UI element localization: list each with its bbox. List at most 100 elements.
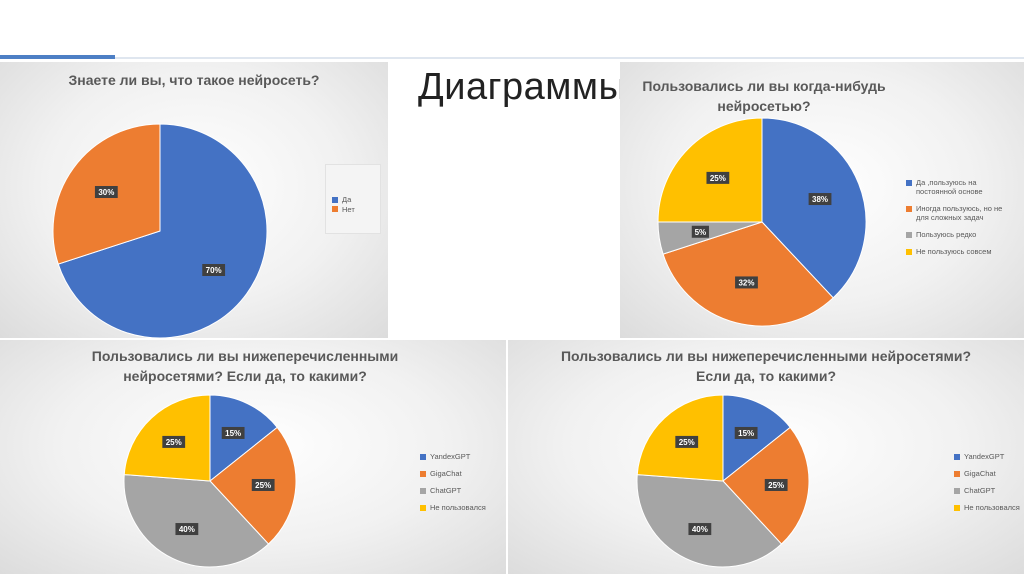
legend-swatch — [332, 206, 338, 212]
legend-item-не-пользовался: Не пользовался — [954, 503, 1020, 512]
data-label-text: 5% — [695, 228, 707, 237]
chart-legend-4: YandexGPT GigaChat ChatGPT Не пользовался — [954, 452, 1020, 520]
data-label-1-2: 30% — [94, 186, 118, 199]
legend-swatch — [954, 487, 960, 494]
data-label-3-2: 25% — [251, 478, 275, 491]
legend-item-gigachat: GigaChat — [420, 469, 502, 478]
data-label-text: 25% — [679, 438, 695, 447]
legend-item-пользуюсь-редко: Пользуюсь редко — [906, 230, 1014, 239]
legend-item-не-пользуюсь-совсем: Не пользуюсь совсем — [906, 247, 1014, 256]
legend-item-да: Да — [332, 195, 351, 204]
legend-label: Нет — [342, 204, 355, 214]
pie-chart-1: 70% 30% — [52, 123, 268, 338]
data-label-2-2: 32% — [735, 276, 758, 289]
data-label-box — [221, 426, 245, 439]
data-label-text: 15% — [225, 429, 241, 438]
data-label-box — [706, 171, 730, 184]
legend-item-да-пользуюсь-на-постоянной-основе: Да ,пользуюсь на постоянной основе — [906, 178, 1014, 196]
header-divider — [0, 57, 1024, 59]
data-label-3-1: 15% — [221, 426, 245, 439]
data-label-box — [764, 478, 788, 491]
legend-label: YandexGPT — [430, 452, 471, 461]
chart-legend-3: YandexGPT GigaChat ChatGPT Не пользовался — [420, 452, 502, 520]
data-label-box — [202, 263, 226, 276]
pie-slice-2-1 — [761, 117, 867, 299]
legend-item-yandexgpt: YandexGPT — [954, 452, 1020, 461]
legend-swatch — [954, 470, 960, 477]
pie-slice-4-3 — [636, 474, 783, 568]
chart-title-1: Знаете ли вы, что такое нейросеть? — [68, 72, 320, 88]
data-label-box — [251, 478, 275, 491]
data-label-4-4: 25% — [675, 435, 699, 448]
data-label-text: 30% — [98, 188, 114, 197]
data-label-box — [808, 193, 832, 206]
legend-label: GigaChat — [430, 469, 462, 478]
pie-slice-2-2 — [662, 221, 834, 327]
data-label-2-1: 38% — [808, 193, 832, 206]
legend-item-chatgpt: ChatGPT — [420, 486, 502, 495]
data-label-4-2: 25% — [764, 478, 788, 491]
data-label-text: 25% — [710, 174, 726, 183]
data-label-3-4: 25% — [162, 435, 186, 448]
legend-label: YandexGPT — [964, 452, 1005, 461]
chart-title-4: Пользовались ли вы нижеперечисленными не… — [560, 348, 971, 384]
legend-label: Иногда пользуюсь, но не для сложных зада… — [916, 204, 1003, 222]
data-label-text: 70% — [206, 266, 222, 275]
data-label-text: 40% — [692, 525, 708, 534]
data-label-box — [691, 225, 709, 238]
legend-label: ChatGPT — [430, 486, 462, 495]
pie-slice-2-4 — [657, 117, 763, 223]
pie-chart-3: 15% 25% 40% 25% — [123, 394, 297, 568]
legend-label: Не пользовался — [964, 503, 1020, 512]
data-label-box — [735, 276, 758, 289]
legend-swatch — [906, 179, 912, 186]
chart-panel-3: Пользовались ли вы нижеперечисленными не… — [0, 340, 506, 574]
chart-title-3: Пользовались ли вы нижеперечисленными не… — [91, 348, 399, 384]
chart-legend-2: Да ,пользуюсь на постоянной основе Иногда… — [906, 178, 1014, 264]
chart-title-2: Пользовались ли вы когда-нибудь нейросет… — [642, 78, 886, 114]
pie-slice-3-3 — [123, 474, 270, 568]
slide-title: Диаграммы — [418, 66, 627, 108]
legend-item-gigachat: GigaChat — [954, 469, 1020, 478]
legend-swatch — [906, 248, 912, 255]
data-label-2-4: 25% — [706, 171, 730, 184]
data-label-3-3: 40% — [175, 523, 199, 536]
data-label-box — [175, 523, 199, 536]
data-label-text: 15% — [738, 429, 754, 438]
data-label-box — [675, 435, 699, 448]
legend-swatch — [420, 487, 426, 494]
legend-label: Не пользуюсь совсем — [916, 247, 992, 256]
data-label-4-1: 15% — [734, 426, 758, 439]
data-label-box — [734, 426, 758, 439]
data-label-text: 40% — [179, 525, 195, 534]
legend-item-не-пользовался: Не пользовался — [420, 503, 502, 512]
data-label-box — [162, 435, 186, 448]
legend-label: ChatGPT — [964, 486, 996, 495]
legend-item-chatgpt: ChatGPT — [954, 486, 1020, 495]
legend-swatch — [954, 504, 960, 511]
legend-swatch — [420, 453, 426, 460]
chart-panel-1: Знаете ли вы, что такое нейросеть? 70% 30… — [0, 62, 388, 338]
data-label-1-1: 70% — [202, 263, 226, 276]
legend-item-иногда-пользуюсь-но-не-для-сложных-задач: Иногда пользуюсь, но не для сложных зада… — [906, 204, 1014, 222]
pie-chart-2: 38% 32% 5% 25% — [657, 117, 867, 327]
header-accent — [0, 55, 115, 59]
legend-label: Не пользовался — [430, 503, 486, 512]
legend-swatch — [332, 196, 338, 203]
data-label-2-3: 5% — [691, 225, 709, 238]
chart-panel-2: Пользовались ли вы когда-нибудь нейросет… — [620, 62, 1024, 338]
data-label-text: 32% — [738, 278, 754, 287]
legend-label: GigaChat — [964, 469, 996, 478]
pie-chart-4: 15% 25% 40% 25% — [636, 394, 810, 568]
data-label-4-3: 40% — [688, 523, 712, 536]
chart-legend-1: Да Нет — [325, 164, 381, 234]
legend-swatch — [954, 453, 960, 460]
legend-swatch — [420, 504, 426, 511]
pie-slice-1-1 — [57, 123, 268, 338]
data-label-text: 25% — [166, 438, 182, 447]
legend-label: Да — [342, 195, 352, 204]
legend-label: Да ,пользуюсь на постоянной основе — [916, 178, 983, 196]
legend-swatch — [906, 231, 912, 238]
chart-panel-4: Пользовались ли вы нижеперечисленными не… — [508, 340, 1024, 574]
data-label-box — [94, 186, 118, 199]
